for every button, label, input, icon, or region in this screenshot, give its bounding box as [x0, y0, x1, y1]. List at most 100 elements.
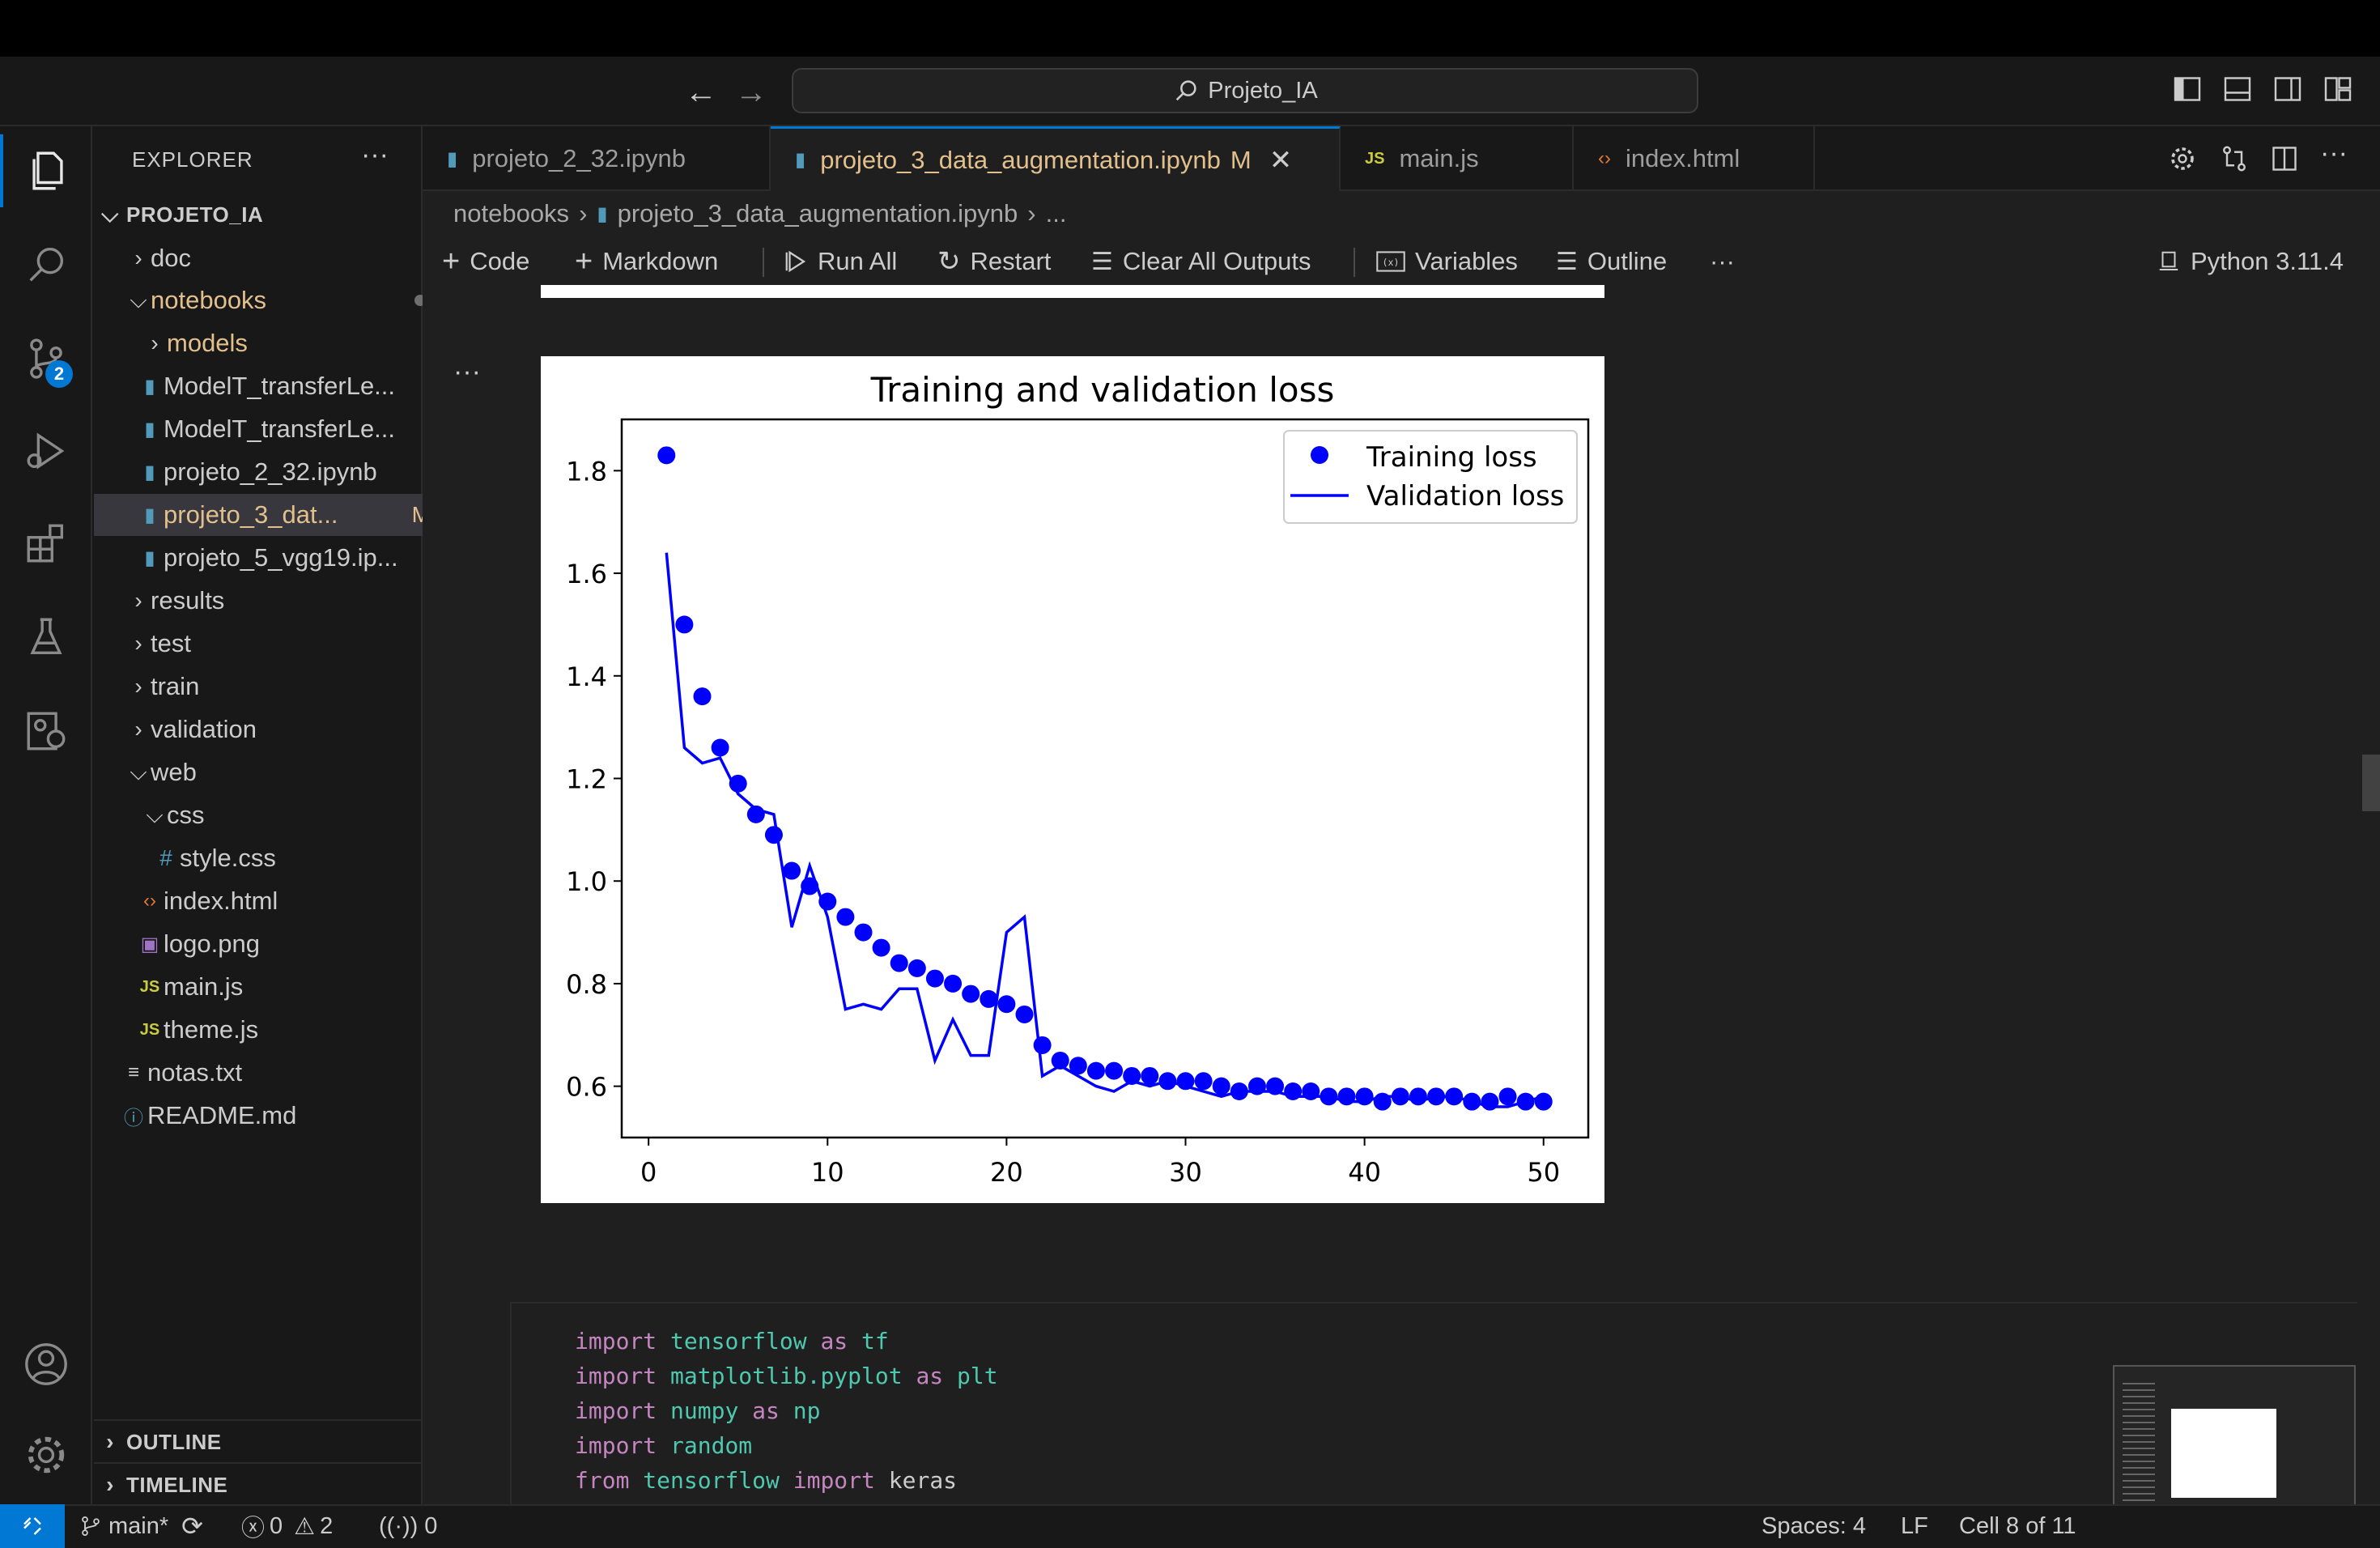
eol-status[interactable]: LF	[1901, 1512, 1928, 1539]
run-all-button[interactable]: Run All	[784, 240, 897, 283]
indentation-status[interactable]: Spaces: 4	[1762, 1512, 1866, 1539]
activity-run-debug[interactable]	[0, 415, 92, 487]
outline-button[interactable]: ☰ Outline	[1556, 240, 1667, 283]
tree-folder-doc[interactable]: › doc	[94, 237, 453, 279]
notebook-icon: ▮	[597, 202, 608, 225]
activity-accounts[interactable]	[0, 1328, 92, 1401]
search-icon	[1176, 80, 1196, 101]
more-actions-icon[interactable]: ···	[2320, 138, 2348, 168]
cell-output-more-icon[interactable]: ···	[453, 356, 481, 387]
activity-extensions[interactable]	[0, 507, 92, 580]
toolbar-more-button[interactable]: ···	[1710, 240, 1735, 283]
code-line[interactable]: import matplotlib.pyplot as plt	[575, 1363, 998, 1389]
tree-file-notebook[interactable]: ▮ projeto_5_vgg19.ip...	[94, 537, 463, 579]
tree-label: projeto_3_dat...	[164, 500, 338, 529]
breadcrumb-folder[interactable]: notebooks	[453, 199, 570, 228]
add-code-cell-button[interactable]: + Code	[442, 240, 529, 283]
restart-button[interactable]: ↻ Restart	[937, 240, 1051, 283]
activity-remote-explorer[interactable]	[0, 695, 92, 768]
breadcrumb-file[interactable]: projeto_3_data_augmentation.ipynb	[617, 199, 1018, 228]
variables-icon: (x)	[1376, 251, 1405, 272]
tab-projeto-2[interactable]: ▮ projeto_2_32.ipynb	[423, 126, 771, 191]
compare-changes-icon[interactable]	[2220, 144, 2249, 173]
problems-status[interactable]: ⓧ 0 ⚠ 2	[241, 1504, 333, 1548]
training-loss-point	[693, 687, 712, 706]
toggle-panel-icon[interactable]	[2223, 74, 2252, 104]
tree-file-js[interactable]: JS main.js	[94, 966, 463, 1008]
tab-main-js[interactable]: JS main.js	[1341, 126, 1574, 191]
minimap[interactable]	[2113, 1365, 2356, 1524]
activity-source-control[interactable]	[0, 322, 92, 395]
tree-file-notebook-selected[interactable]: ▮ projeto_3_dat... M	[94, 494, 463, 536]
tree-folder-css[interactable]: ⌵ css	[94, 794, 470, 836]
tree-file-text[interactable]: ≡ notas.txt	[94, 1052, 447, 1094]
git-branch-status[interactable]: main* ⟳	[79, 1504, 203, 1548]
training-loss-point	[729, 774, 747, 793]
cell-position-status[interactable]: Cell 8 of 11	[1959, 1512, 2076, 1539]
code-line[interactable]: import numpy as np	[575, 1397, 820, 1424]
customize-layout-icon[interactable]	[2323, 74, 2352, 104]
activity-testing[interactable]	[0, 601, 92, 674]
tree-folder-validation[interactable]: › validation	[94, 708, 453, 751]
timeline-section[interactable]: › TIMELINE	[94, 1462, 421, 1506]
close-icon[interactable]: ✕	[1269, 144, 1293, 176]
explorer-more-actions-icon[interactable]: ···	[361, 139, 389, 170]
training-loss-point	[1391, 1087, 1409, 1106]
js-icon: JS	[1365, 149, 1385, 168]
code-cell[interactable]	[510, 1302, 2357, 1504]
tree-file-notebook[interactable]: ▮ ModelT_transferLe...	[94, 365, 463, 407]
command-center-search[interactable]: Projeto_IA	[792, 68, 1698, 113]
tab-index-html[interactable]: ‹› index.html	[1574, 126, 1815, 191]
editor-scrollbar-thumb[interactable]	[2362, 755, 2380, 811]
remote-indicator[interactable]	[0, 1504, 65, 1548]
clear-all-outputs-button[interactable]: ☰ Clear All Outputs	[1091, 240, 1311, 283]
activity-search[interactable]	[0, 228, 92, 301]
forward-arrow-icon[interactable]: →	[735, 74, 767, 110]
activity-manage[interactable]	[0, 1418, 92, 1491]
code-line[interactable]: import random	[575, 1432, 752, 1459]
tree-file-readme[interactable]: ⓘ README.md	[94, 1095, 447, 1137]
code-line[interactable]: from tensorflow import keras	[575, 1467, 957, 1494]
back-arrow-icon[interactable]: ←	[685, 74, 717, 110]
tree-folder-models[interactable]: › models	[94, 322, 470, 364]
training-loss-point	[890, 954, 908, 972]
kernel-picker-button[interactable]: Python 3.11.4	[2157, 240, 2344, 283]
tree-folder-results[interactable]: › results	[94, 580, 453, 622]
training-loss-point	[925, 969, 944, 988]
tree-file-image[interactable]: ▣ logo.png	[94, 923, 463, 965]
tree-file-notebook[interactable]: ▮ projeto_2_32.ipynb	[94, 451, 463, 493]
tree-file-js[interactable]: JS theme.js	[94, 1009, 463, 1051]
tree-folder-web[interactable]: ⌵ web	[94, 751, 453, 793]
git-branch-icon	[82, 1516, 100, 1537]
activity-explorer[interactable]	[0, 134, 92, 207]
tree-file-html[interactable]: ‹› index.html	[94, 880, 463, 922]
breadcrumb-more[interactable]: ...	[1045, 199, 1067, 228]
error-icon: ⓧ	[241, 1516, 266, 1542]
add-markdown-cell-button[interactable]: + Markdown	[575, 240, 718, 283]
tree-folder-train[interactable]: › train	[94, 666, 453, 708]
training-loss-point	[1033, 1036, 1052, 1054]
variables-button[interactable]: (x) Variables	[1376, 240, 1518, 283]
notebook-settings-gear-icon[interactable]	[2168, 144, 2197, 173]
toggle-secondary-sidebar-icon[interactable]	[2273, 74, 2302, 104]
chevron-down-icon: ⌵	[101, 201, 119, 227]
tab-projeto-3-active[interactable]: ▮ projeto_3_data_augmentation.ipynb M ✕	[771, 126, 1341, 191]
modified-badge: M	[1230, 145, 1252, 174]
sync-icon[interactable]: ⟳	[181, 1512, 203, 1541]
training-loss-point	[1498, 1087, 1517, 1106]
tree-folder-test[interactable]: › test	[94, 623, 453, 665]
tree-folder-notebooks[interactable]: ⌵ notebooks	[94, 279, 453, 321]
code-keyword: from	[575, 1467, 630, 1494]
code-line[interactable]: import tensorflow as tf	[575, 1328, 889, 1354]
explorer-root-folder[interactable]: ⌵ PROJETO_IA	[94, 194, 421, 236]
toggle-primary-sidebar-icon[interactable]	[2173, 74, 2202, 104]
broadcast-icon: ((·))	[379, 1512, 419, 1539]
ports-status[interactable]: ((·)) 0	[379, 1504, 437, 1548]
outline-section[interactable]: › OUTLINE	[94, 1419, 421, 1463]
tree-file-notebook[interactable]: ▮ ModelT_transferLe...	[94, 408, 463, 450]
tree-file-css[interactable]: # style.css	[94, 837, 479, 879]
tree-label: main.js	[164, 972, 244, 1001]
training-loss-point	[818, 892, 837, 911]
x-tick-label: 0	[640, 1157, 657, 1188]
split-editor-icon[interactable]	[2270, 144, 2299, 173]
